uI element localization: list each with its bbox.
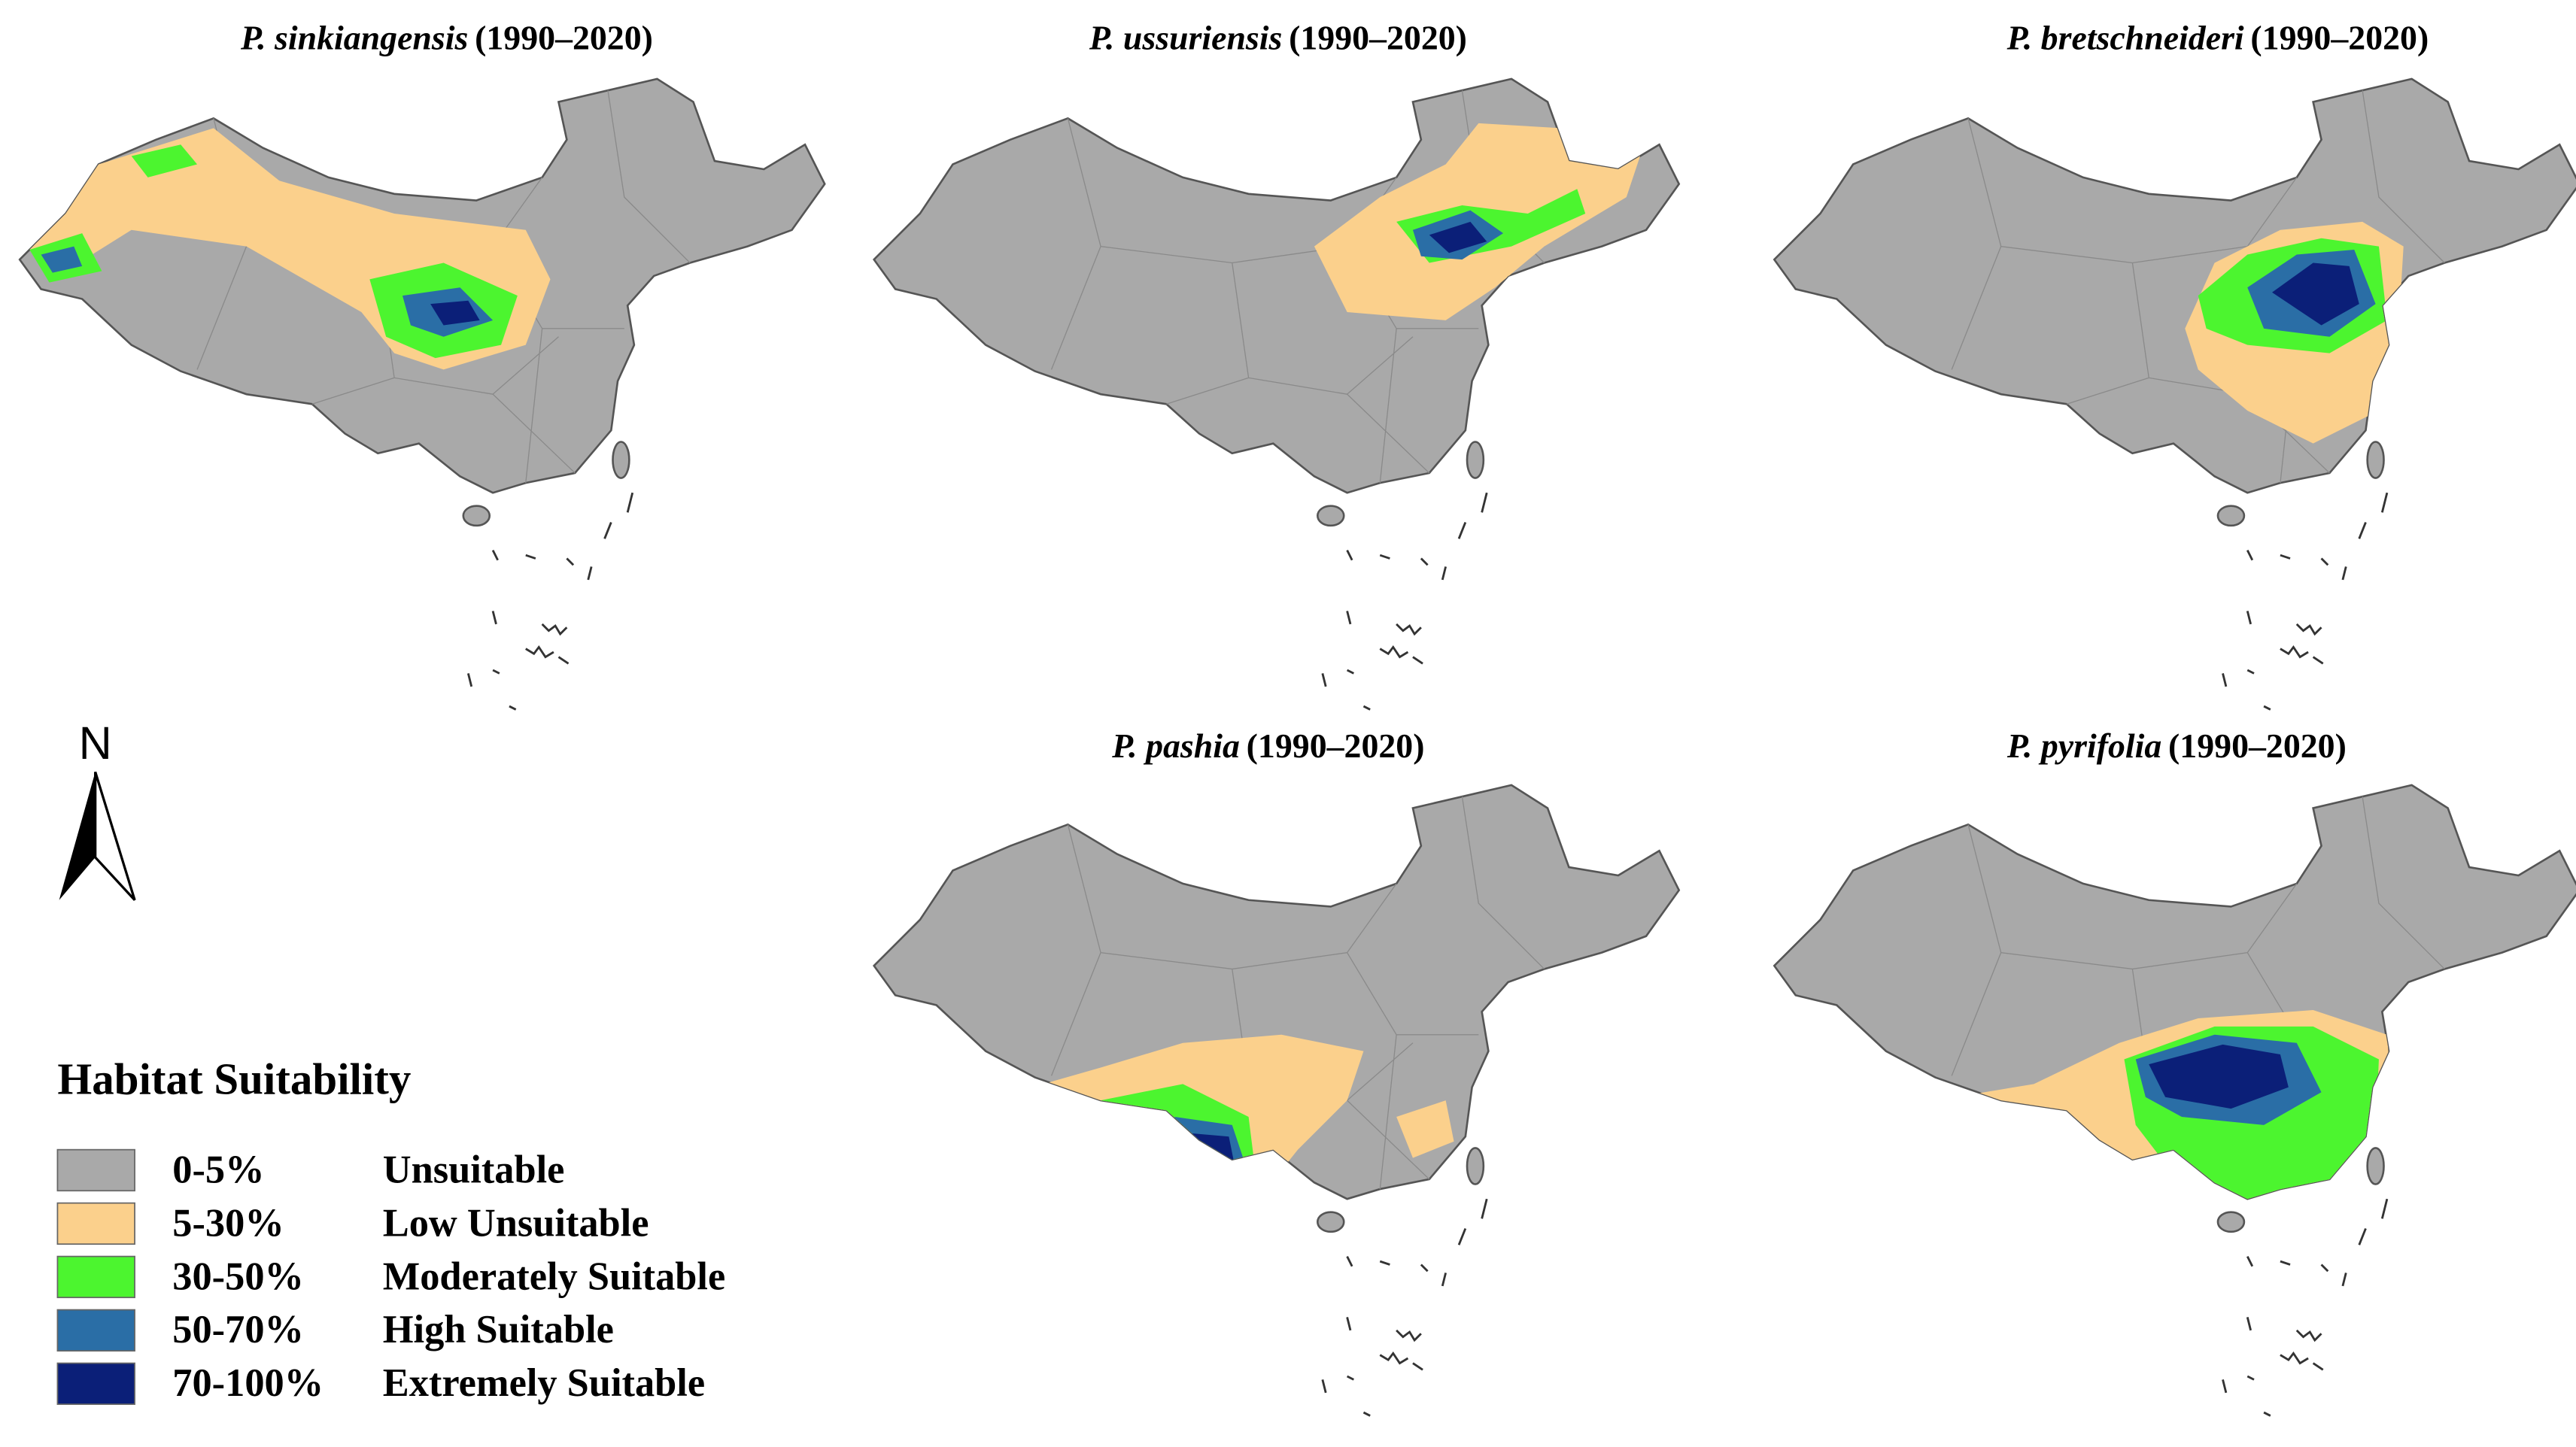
species-name: P. bretschneideri [2006,19,2244,57]
species-name: P. pyrifolia [2006,727,2161,765]
period: (1990–2020) [2250,19,2429,57]
species-name: P. ussuriensis [1089,19,1283,57]
period: (1990–2020) [1289,19,1467,57]
period: (1990–2020) [2168,727,2347,765]
panel-title: P. sinkiangensis (1990–2020) [240,19,653,57]
panel-title: P. pashia (1990–2020) [1111,727,1424,765]
map-panel [20,79,825,710]
legend-range: 50-70% [172,1308,304,1351]
legend-label: Moderately Suitable [383,1254,725,1298]
legend-swatch [56,1202,135,1245]
species-name: P. pashia [1111,727,1240,765]
legend-swatch [56,1255,135,1299]
legend-label: Unsuitable [383,1148,565,1191]
legend-swatch [56,1148,135,1192]
period: (1990–2020) [475,19,653,57]
legend-range: 5-30% [172,1201,284,1245]
legend-swatch [56,1309,135,1352]
legend-range: 0-5% [172,1148,264,1191]
panel-title: P. ussuriensis (1990–2020) [1089,19,1467,57]
map-panel [874,79,1679,710]
legend: 0-5% Unsuitable 5-30% Low Unsuitable 30-50% M… [56,1148,725,1406]
legend-range: 70-100% [172,1361,324,1405]
legend-range: 30-50% [172,1254,304,1298]
map-panel [874,785,1679,1416]
map-panel [1774,79,2576,710]
legend-label: Extremely Suitable [383,1361,705,1405]
legend-title: Habitat Suitability [57,1054,411,1103]
map-panel [1774,785,2576,1416]
panel-title: P. bretschneideri (1990–2020) [2006,19,2429,57]
period: (1990–2020) [1247,727,1425,765]
legend-label: High Suitable [383,1308,614,1351]
north-arrow [94,771,136,901]
panel-title: P. pyrifolia (1990–2020) [2006,727,2347,765]
north-label: N [79,717,112,769]
legend-swatch [56,1362,135,1406]
north-arrow [59,772,96,900]
species-name: P. sinkiangensis [240,19,468,57]
legend-label: Low Unsuitable [383,1201,649,1245]
